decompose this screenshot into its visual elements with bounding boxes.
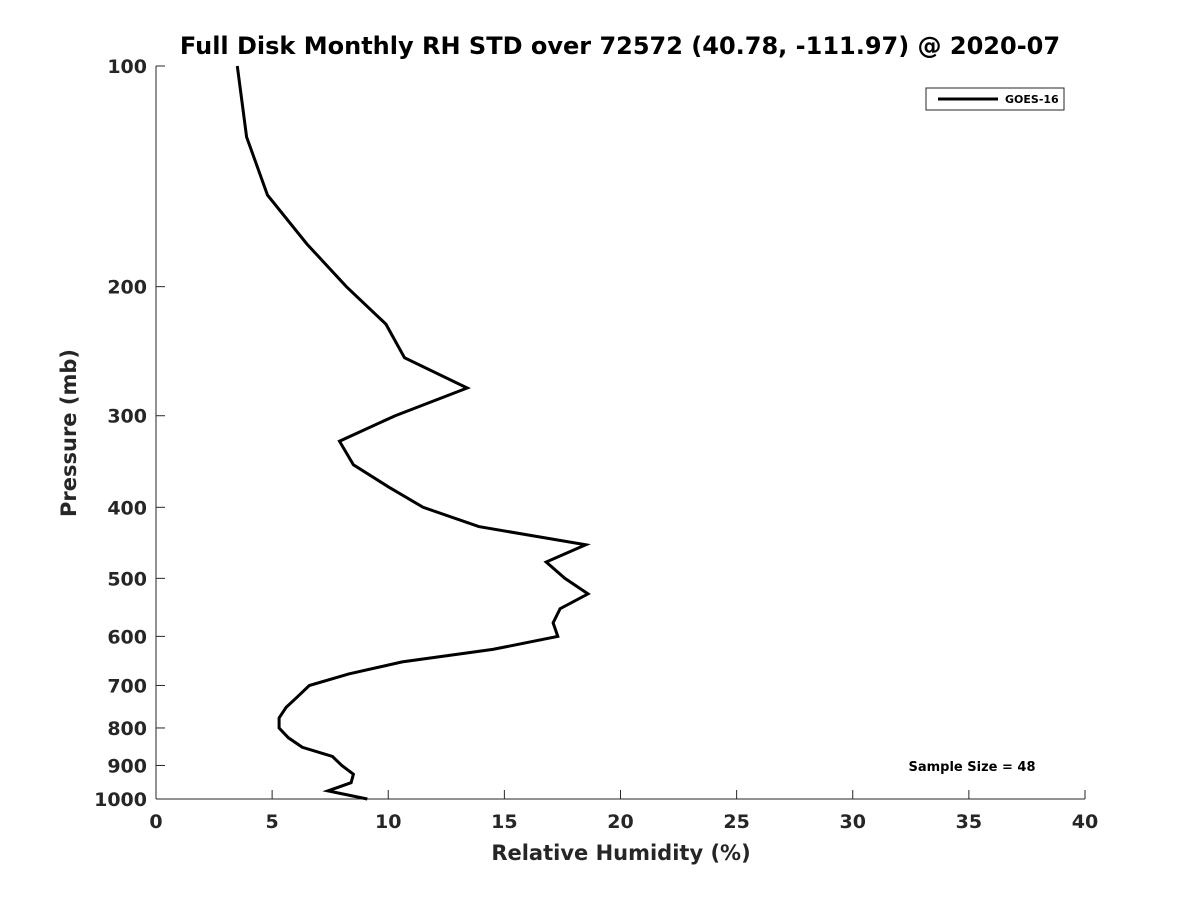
- x-axis-label: Relative Humidity (%): [491, 841, 750, 865]
- y-tick-label: 500: [107, 568, 147, 590]
- series-layer: [235, 65, 591, 801]
- y-tick-label: 1000: [94, 789, 147, 811]
- legend: GOES-16: [925, 87, 1065, 111]
- sample-size-annotation: Sample Size = 48: [908, 760, 1035, 775]
- y-tick-label: 900: [107, 755, 147, 777]
- y-tick-label: 400: [107, 497, 147, 519]
- y-tick-label: 300: [107, 406, 147, 428]
- x-tick-label: 20: [607, 811, 633, 833]
- y-tick-label: 100: [107, 56, 147, 78]
- y-tick-label: 700: [107, 675, 147, 697]
- y-tick-label: 200: [107, 277, 147, 299]
- axes: 0 5 10 15 20 25 30 35 40 100 200 300 400 500 600 700 800…: [94, 56, 1098, 833]
- x-tick-label: 40: [1072, 811, 1098, 833]
- x-tick-label: 15: [491, 811, 517, 833]
- x-tick-label: 30: [840, 811, 866, 833]
- legend-label: GOES-16: [1005, 93, 1059, 106]
- y-axis-label: Pressure (mb): [57, 349, 81, 517]
- y-tick-label: 600: [107, 626, 147, 648]
- x-tick-label: 35: [956, 811, 982, 833]
- x-tick-label: 10: [375, 811, 401, 833]
- x-tick-label: 0: [149, 811, 162, 833]
- x-tick-label: 25: [723, 811, 749, 833]
- chart-title: Full Disk Monthly RH STD over 72572 (40.…: [180, 32, 1060, 60]
- y-tick-label: 800: [107, 718, 147, 740]
- series-line-0: [235, 65, 591, 801]
- x-tick-label: 5: [266, 811, 279, 833]
